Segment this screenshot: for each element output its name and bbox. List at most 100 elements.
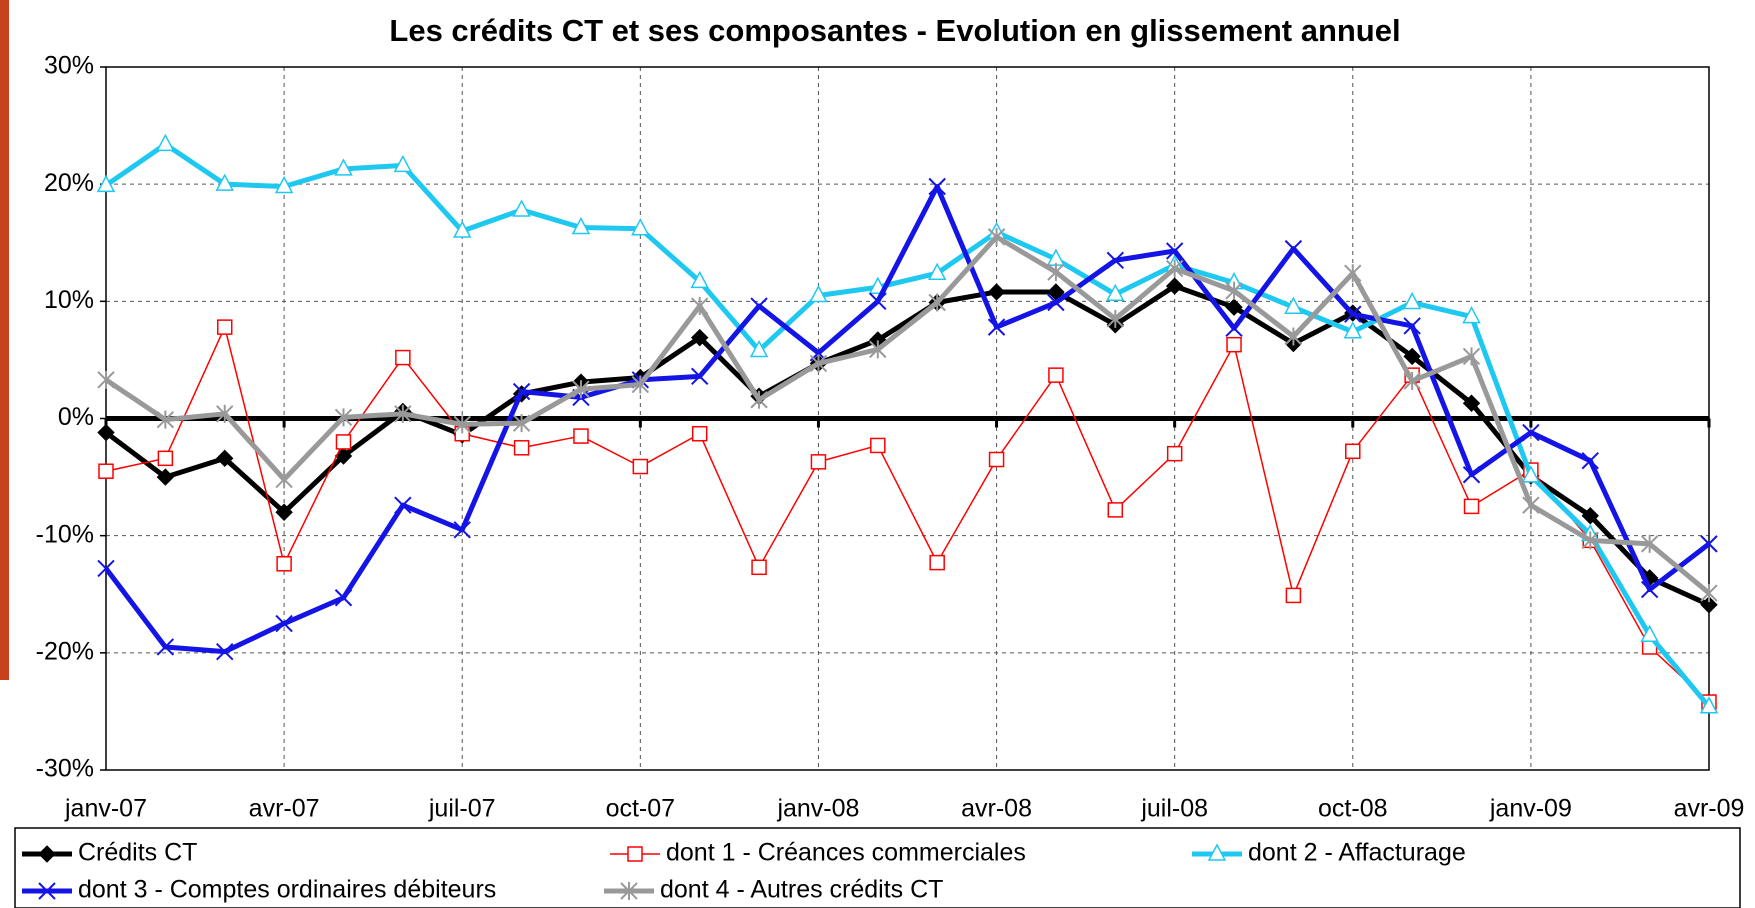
marker [334, 589, 353, 607]
marker [1700, 596, 1718, 614]
x-tick-label: janv-07 [64, 795, 147, 823]
marker [1225, 319, 1243, 337]
x-tick-label: janv-09 [1489, 795, 1572, 823]
marker [1284, 327, 1303, 346]
marker [1463, 498, 1480, 515]
x-tick-label: avr-08 [961, 795, 1032, 823]
y-tick-label: 0% [58, 403, 94, 431]
marker [1403, 317, 1421, 335]
marker [1462, 394, 1481, 412]
marker [216, 319, 233, 335]
marker [453, 521, 471, 539]
x-tick-label: janv-08 [776, 795, 859, 823]
marker [1106, 309, 1125, 328]
marker [156, 133, 175, 152]
marker [1225, 298, 1243, 316]
y-tick-label: 30% [44, 52, 94, 80]
x-tick-label: oct-08 [1318, 795, 1387, 823]
marker [690, 297, 709, 316]
marker [1403, 372, 1421, 391]
marker [690, 367, 709, 386]
marker [335, 434, 352, 450]
legend-marker [627, 846, 643, 862]
marker [1284, 296, 1303, 314]
marker [1106, 283, 1125, 302]
marker [97, 559, 115, 578]
marker [987, 227, 1006, 246]
marker [1047, 263, 1065, 282]
marker [1640, 624, 1659, 643]
marker [393, 154, 413, 173]
marker [1165, 277, 1184, 295]
marker [1521, 465, 1541, 483]
marker [1522, 423, 1540, 442]
marker [452, 220, 472, 238]
marker [394, 496, 412, 514]
marker [1344, 305, 1362, 323]
series-line [104, 283, 1711, 608]
y-tick-label: 20% [44, 169, 94, 197]
marker [1403, 347, 1421, 366]
y-tick-label: -30% [36, 755, 94, 783]
marker [334, 158, 353, 176]
marker [1285, 587, 1302, 604]
marker [1699, 696, 1719, 714]
marker [572, 380, 590, 399]
marker [750, 297, 768, 315]
marker [157, 450, 174, 467]
marker [96, 174, 116, 193]
y-tick-label: -10% [36, 520, 94, 548]
marker [1581, 451, 1599, 470]
marker [749, 339, 769, 358]
series [96, 133, 1719, 714]
legend-marker [1207, 843, 1227, 861]
marker [987, 283, 1006, 301]
marker [929, 554, 945, 571]
marker [571, 216, 591, 235]
marker [690, 270, 709, 289]
marker [631, 375, 650, 394]
marker [1343, 321, 1363, 339]
marker [513, 440, 530, 456]
marker [928, 177, 946, 196]
marker [1462, 305, 1481, 324]
marker [1107, 502, 1124, 518]
marker [453, 415, 471, 434]
x-tick-label: avr-09 [1674, 795, 1745, 823]
marker [869, 340, 887, 359]
x-tick-label: juil-08 [1140, 795, 1208, 823]
marker [1344, 264, 1362, 283]
marker [1225, 281, 1243, 300]
marker [216, 404, 234, 423]
marker [809, 354, 828, 373]
marker [987, 318, 1006, 336]
legend-label: dont 2 - Affacturage [1248, 839, 1466, 867]
marker [1700, 535, 1718, 553]
marker [632, 458, 649, 475]
marker [1166, 445, 1183, 462]
marker [275, 614, 293, 633]
marker [988, 451, 1005, 468]
marker [216, 449, 234, 468]
marker [156, 410, 175, 429]
series-line [104, 234, 1711, 596]
marker [928, 293, 946, 312]
x-tick-label: oct-07 [606, 795, 675, 823]
marker [512, 382, 531, 401]
marker [1165, 259, 1184, 278]
legend-marker [620, 882, 638, 900]
marker [1640, 534, 1659, 553]
marker [1284, 239, 1303, 258]
series-line [104, 141, 1711, 709]
marker [156, 468, 175, 486]
marker [98, 463, 114, 479]
marker [334, 408, 353, 427]
y-tick-label: 10% [44, 286, 94, 314]
marker [512, 199, 531, 217]
series-line [105, 326, 1710, 703]
marker [870, 437, 886, 454]
marker [751, 559, 767, 576]
marker [274, 175, 294, 194]
marker [1640, 580, 1659, 599]
